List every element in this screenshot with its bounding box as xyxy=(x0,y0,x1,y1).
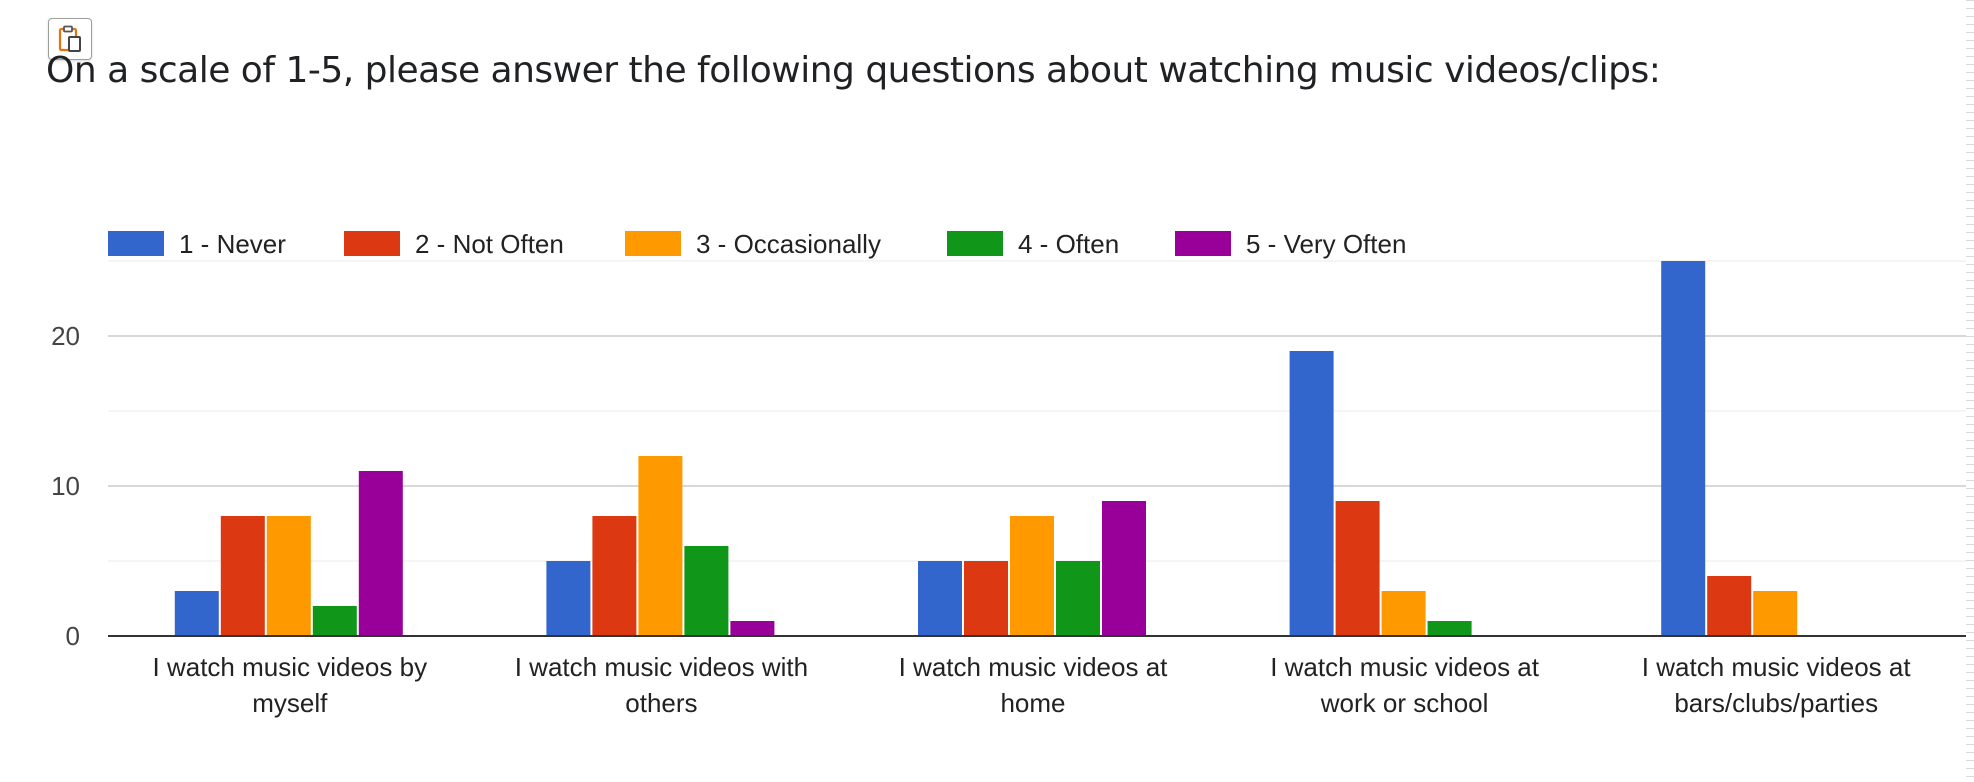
x-tick-label: I watch music videos by xyxy=(153,652,428,682)
legend-swatch xyxy=(947,231,1003,256)
bar xyxy=(1102,501,1146,636)
legend-swatch xyxy=(625,231,681,256)
legend-label: 1 - Never xyxy=(179,229,286,259)
y-tick-label: 10 xyxy=(51,471,80,501)
x-tick-label: I watch music videos with xyxy=(515,652,808,682)
x-tick-label: others xyxy=(625,688,697,718)
copy-chart-button[interactable] xyxy=(48,18,92,60)
bar xyxy=(358,471,403,636)
bar xyxy=(1707,576,1752,636)
gridlines xyxy=(108,260,1966,562)
x-tick-label: myself xyxy=(252,688,328,718)
y-tick-label: 0 xyxy=(66,621,80,651)
bar xyxy=(312,606,357,636)
bar xyxy=(964,561,1008,636)
bar xyxy=(546,561,591,636)
legend-swatch xyxy=(344,231,400,256)
x-tick-label: work or school xyxy=(1320,688,1489,718)
bar xyxy=(1289,351,1334,636)
bar xyxy=(1335,501,1380,636)
legend-label: 4 - Often xyxy=(1018,229,1119,259)
bar xyxy=(638,456,683,636)
bar xyxy=(684,546,729,636)
bar xyxy=(730,621,775,636)
scroll-ruler xyxy=(1966,0,1974,782)
x-tick-label: bars/clubs/parties xyxy=(1674,688,1878,718)
chart-title: On a scale of 1-5, please answer the fol… xyxy=(46,50,1661,91)
legend-swatch xyxy=(1175,231,1231,256)
bar xyxy=(1427,621,1472,636)
bars xyxy=(174,261,1798,636)
legend-label: 5 - Very Often xyxy=(1246,229,1406,259)
bar xyxy=(220,516,265,636)
x-tick-label: I watch music videos at xyxy=(1642,652,1912,682)
axes: 0 10 20 I watch music videos by myself I watc… xyxy=(51,321,1966,718)
legend-label: 3 - Occasionally xyxy=(696,229,881,259)
legend-label: 2 - Not Often xyxy=(415,229,564,259)
bar xyxy=(1010,516,1054,636)
bar xyxy=(918,561,962,636)
x-tick-label: I watch music videos at xyxy=(899,652,1169,682)
legend-swatch xyxy=(108,231,164,256)
bar xyxy=(266,516,311,636)
legend: 1 - Never 2 - Not Often 3 - Occasionally 4 … xyxy=(108,229,1406,259)
x-tick-label: I watch music videos at xyxy=(1270,652,1540,682)
clipboard-copy-icon xyxy=(58,25,81,52)
bar xyxy=(1381,591,1426,636)
y-tick-label: 20 xyxy=(51,321,80,351)
bar xyxy=(1056,561,1100,636)
bar xyxy=(1753,591,1798,636)
bar xyxy=(1661,261,1706,636)
bar xyxy=(174,591,219,636)
bar xyxy=(592,516,637,636)
x-tick-label: home xyxy=(1000,688,1065,718)
